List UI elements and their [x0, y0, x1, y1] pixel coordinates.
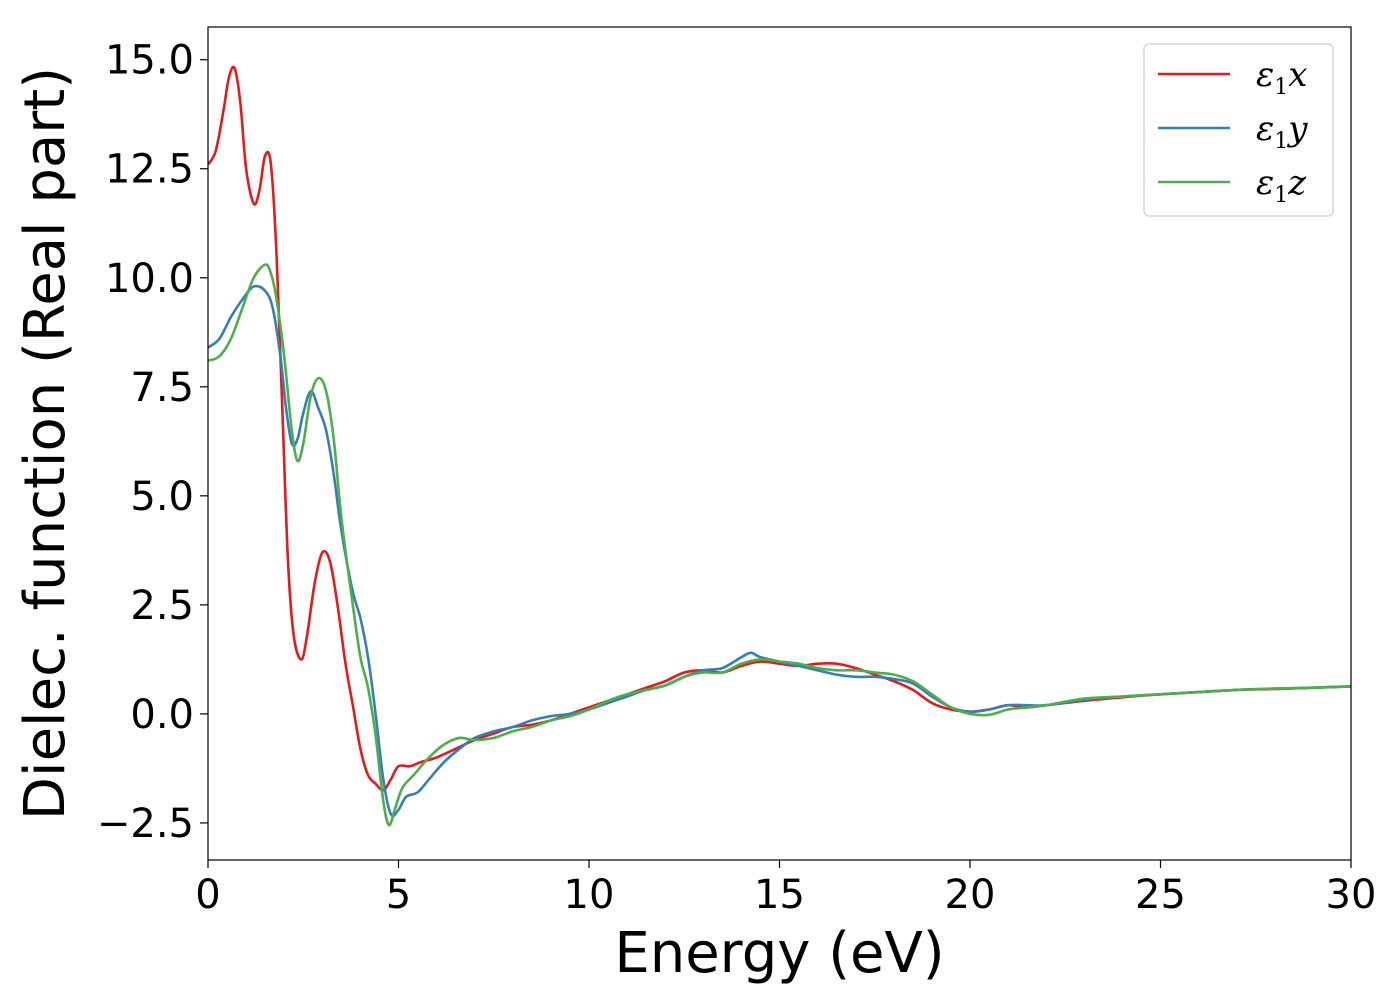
legend-label-z: ε1z: [1256, 163, 1307, 208]
series-layer: [208, 65, 1351, 827]
x-tick-label: 5: [386, 872, 411, 918]
y-tick-label: 0.0: [130, 692, 194, 738]
y-tick-label: 7.5: [130, 365, 194, 411]
x-tick-label: 25: [1135, 872, 1186, 918]
y-tick-label: 2.5: [130, 583, 194, 629]
x-axis-title: Energy (eV): [614, 921, 944, 986]
x-tick-label: 20: [945, 872, 996, 918]
y-axis-title: Dielec. function (Real part): [13, 67, 78, 820]
series-line-y: [208, 284, 1351, 818]
y-tick-label: 15.0: [105, 38, 194, 84]
legend-label-y: ε1y: [1256, 109, 1308, 154]
y-tick-label: −2.5: [97, 801, 194, 847]
x-tick-label: 0: [195, 872, 220, 918]
legend-box: [1143, 43, 1334, 217]
series-line-z: [208, 263, 1351, 827]
y-tick-label: 12.5: [105, 147, 194, 193]
ticks-layer: 0 5 10 15 20 25 30 −2.5 0.0 2.5 5.0 7.5 10.0 12.5 15.0: [97, 38, 1377, 918]
legend: ε1x ε1y ε1z: [1143, 43, 1334, 217]
legend-label-x: ε1x: [1256, 55, 1307, 100]
x-tick-label: 15: [754, 872, 805, 918]
y-tick-label: 10.0: [105, 256, 194, 302]
y-tick-label: 5.0: [130, 474, 194, 520]
x-tick-label: 30: [1326, 872, 1377, 918]
x-tick-label: 10: [564, 872, 615, 918]
